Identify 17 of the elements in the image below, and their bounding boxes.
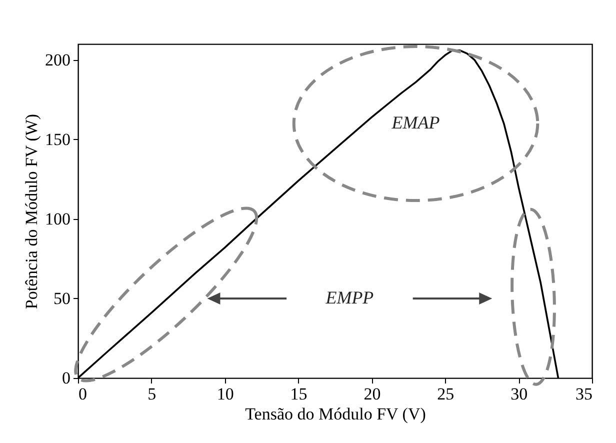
y-tick-label: 0 <box>62 368 70 388</box>
y-tick-label: 150 <box>45 130 70 149</box>
x-axis-title: Tensão do Módulo FV (V) <box>245 404 426 424</box>
x-tick-label: 10 <box>216 384 234 404</box>
x-tick-label: 20 <box>364 384 381 404</box>
annotation: EMAP <box>390 112 440 133</box>
y-tick-label: 200 <box>45 50 70 70</box>
x-tick-label: 0 <box>78 384 87 404</box>
x-tick-label: 30 <box>510 384 528 404</box>
x-tick-label: 15 <box>290 384 308 404</box>
y-tick-label: 50 <box>54 288 70 308</box>
x-tick-label: 25 <box>437 384 454 404</box>
y-tick-label: 100 <box>45 209 70 228</box>
y-axis-title: Potência do Módulo FV (W) <box>22 114 41 310</box>
x-tick-label: 5 <box>148 384 156 404</box>
x-tick-label: 35 <box>576 384 592 404</box>
annotation: EMPP <box>324 287 374 308</box>
